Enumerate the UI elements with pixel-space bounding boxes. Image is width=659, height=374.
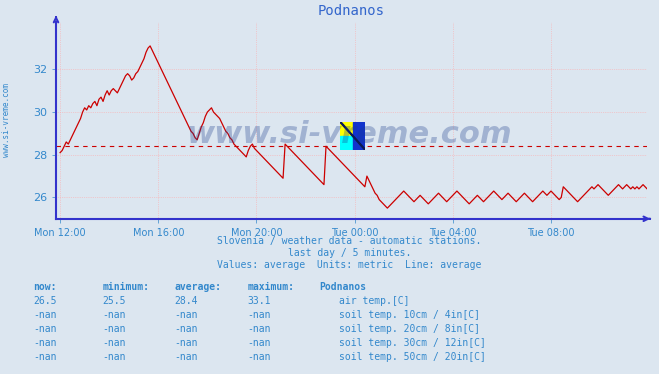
Text: 26.5: 26.5 [33,296,57,306]
Text: -nan: -nan [102,352,126,362]
Text: -nan: -nan [33,338,57,348]
Text: www.si-vreme.com: www.si-vreme.com [186,120,512,149]
Text: soil temp. 50cm / 20in[C]: soil temp. 50cm / 20in[C] [339,352,486,362]
Text: www.si-vreme.com: www.si-vreme.com [2,83,11,157]
Text: Values: average  Units: metric  Line: average: Values: average Units: metric Line: aver… [217,260,482,270]
Text: -nan: -nan [102,310,126,320]
Text: last day / 5 minutes.: last day / 5 minutes. [287,248,411,258]
Text: average:: average: [175,282,221,292]
Polygon shape [340,122,365,150]
Text: -nan: -nan [175,310,198,320]
Text: soil temp. 10cm / 4in[C]: soil temp. 10cm / 4in[C] [339,310,480,320]
Bar [340,137,353,150]
Text: maximum:: maximum: [247,282,294,292]
Text: -nan: -nan [175,324,198,334]
Text: -nan: -nan [33,352,57,362]
Text: Podnanos: Podnanos [320,282,366,292]
Bar [340,122,353,137]
Text: 25.5: 25.5 [102,296,126,306]
Text: -nan: -nan [247,338,271,348]
Text: -nan: -nan [102,324,126,334]
Title: Podnanos: Podnanos [318,4,385,18]
Text: minimum:: minimum: [102,282,149,292]
Text: -nan: -nan [175,338,198,348]
Text: -nan: -nan [247,352,271,362]
Text: 33.1: 33.1 [247,296,271,306]
Text: -nan: -nan [33,324,57,334]
Text: Slovenia / weather data - automatic stations.: Slovenia / weather data - automatic stat… [217,236,482,246]
Polygon shape [353,122,365,150]
Text: soil temp. 30cm / 12in[C]: soil temp. 30cm / 12in[C] [339,338,486,348]
Text: air temp.[C]: air temp.[C] [339,296,410,306]
Text: now:: now: [33,282,57,292]
Text: soil temp. 20cm / 8in[C]: soil temp. 20cm / 8in[C] [339,324,480,334]
Text: -nan: -nan [175,352,198,362]
Text: -nan: -nan [247,324,271,334]
Text: -nan: -nan [102,338,126,348]
Text: -nan: -nan [247,310,271,320]
Text: -nan: -nan [33,310,57,320]
Text: 28.4: 28.4 [175,296,198,306]
